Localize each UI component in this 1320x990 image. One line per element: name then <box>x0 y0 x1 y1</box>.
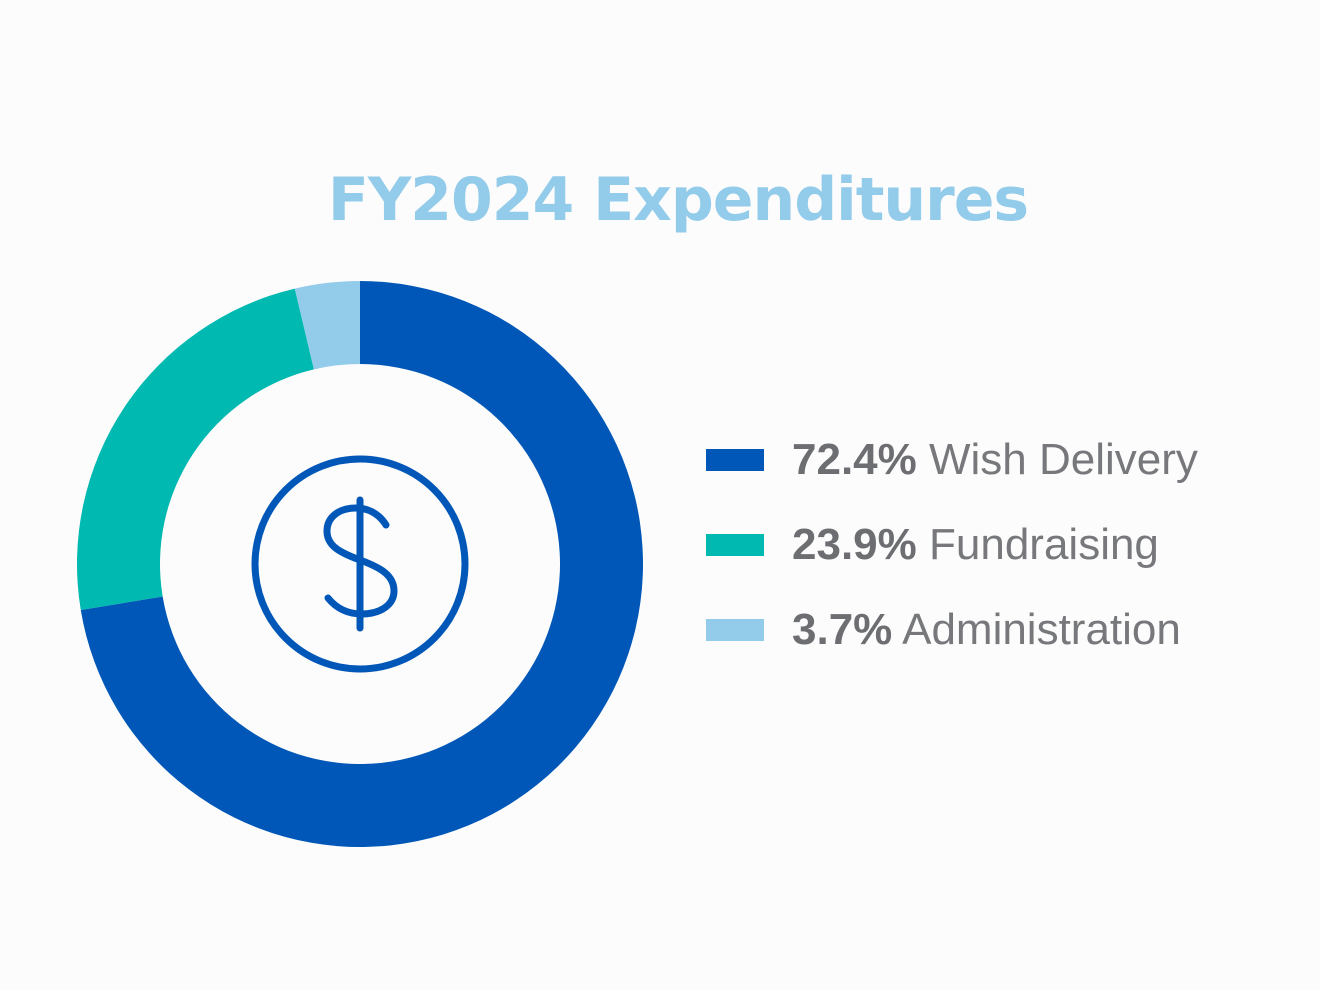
donut-slice-administration <box>294 281 360 370</box>
legend-percent: 3.7% <box>792 605 893 654</box>
legend-swatch <box>706 619 764 641</box>
donut-slice-fundraising <box>77 288 314 611</box>
legend-percent: 23.9% <box>792 520 917 569</box>
legend-item: 72.4% Wish Delivery <box>706 430 1198 490</box>
legend-swatch <box>706 449 764 471</box>
legend-swatch <box>706 534 764 556</box>
legend-label: Fundraising <box>929 520 1159 569</box>
chart-legend: 72.4% Wish Delivery 23.9% Fundraising 3.… <box>706 0 1306 990</box>
donut-slice-wish-delivery <box>80 281 644 847</box>
legend-label: Administration <box>902 605 1181 654</box>
chart-title: FY2024 Expenditures <box>327 165 1029 235</box>
legend-label: Wish Delivery <box>929 435 1198 484</box>
donut-slices <box>77 281 644 847</box>
legend-item: 23.9% Fundraising <box>706 515 1159 575</box>
legend-percent: 72.4% <box>792 435 917 484</box>
dollar-circle-icon <box>251 455 469 673</box>
legend-item: 3.7% Administration <box>706 600 1181 660</box>
